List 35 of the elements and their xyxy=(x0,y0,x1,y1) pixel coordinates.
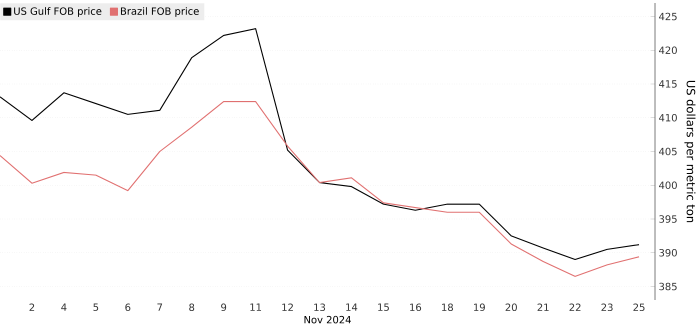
x-tick-label: 5 xyxy=(93,304,98,311)
x-tick-label: 8 xyxy=(189,304,194,312)
legend-label: Brazil FOB price xyxy=(120,7,199,17)
x-tick-label: 13 xyxy=(314,304,326,312)
y-axis-title: US dollars per metric ton xyxy=(684,80,696,222)
x-tick-label: 7 xyxy=(157,304,162,311)
x-tick-label: 22 xyxy=(570,304,580,311)
x-tick-label: 12 xyxy=(282,304,293,311)
x-tick-label: 2 xyxy=(30,304,34,311)
x-tick-label: 19 xyxy=(474,304,485,312)
y-tick-label: 415 xyxy=(659,80,677,88)
x-tick-label: 16 xyxy=(410,304,422,312)
x-tick-label: 23 xyxy=(601,304,613,312)
x-tick-label: 11 xyxy=(250,304,262,311)
y-tick-label: 390 xyxy=(659,248,677,257)
y-tick-label: 405 xyxy=(659,148,677,156)
y-tick-label: 400 xyxy=(659,181,677,190)
y-tick-label: 410 xyxy=(659,114,677,122)
x-tick-label: 21 xyxy=(538,304,549,311)
y-tick-label: 420 xyxy=(659,46,677,54)
line-series xyxy=(0,101,640,277)
legend-label: US Gulf FOB price xyxy=(14,7,102,17)
x-tick-label: 20 xyxy=(506,304,517,312)
x-tick-label: 18 xyxy=(442,304,453,312)
x-tick-label: 15 xyxy=(378,304,389,311)
x-axis-title: Nov 2024 xyxy=(304,316,351,324)
x-tick-label: 4 xyxy=(61,304,67,311)
x-tick-label: 14 xyxy=(346,304,358,311)
y-tick-label: 385 xyxy=(659,282,677,290)
line-series xyxy=(0,28,640,260)
y-tick-label: 395 xyxy=(659,215,677,223)
x-tick-label: 9 xyxy=(221,304,226,312)
x-tick-label: 6 xyxy=(125,304,130,312)
x-tick-label: 25 xyxy=(633,304,644,312)
y-tick-label: 425 xyxy=(659,12,677,20)
